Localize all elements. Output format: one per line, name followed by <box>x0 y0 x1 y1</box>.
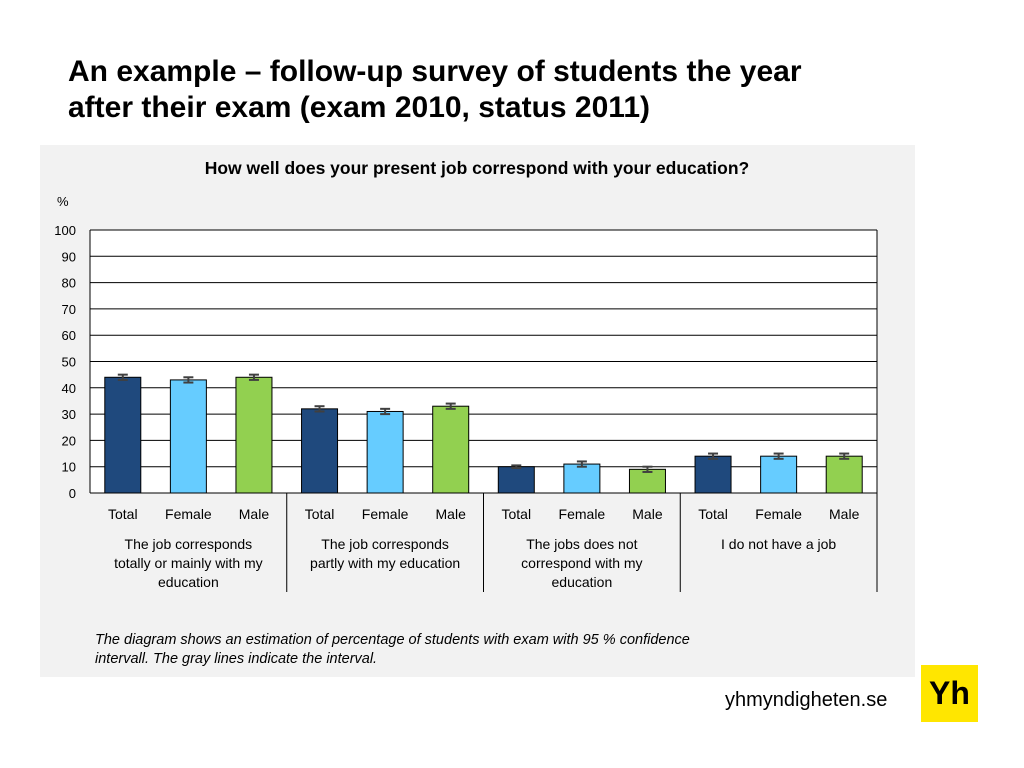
bar <box>432 405 470 494</box>
group-label: partly with my education <box>310 555 460 571</box>
x-tick-label: Female <box>755 506 802 522</box>
bar <box>825 455 863 494</box>
y-tick-label: 80 <box>62 276 76 291</box>
footer-website: yhmyndigheten.se <box>725 689 888 711</box>
x-tick-label: Total <box>502 506 532 522</box>
y-tick-label: 100 <box>54 223 76 238</box>
group-label: totally or mainly with my <box>114 555 263 571</box>
x-tick-label: Total <box>305 506 335 522</box>
y-tick-label: 20 <box>62 433 76 448</box>
slide-title: An example – follow-up survey of student… <box>68 54 968 126</box>
group-label: education <box>158 574 219 590</box>
bar <box>497 466 535 494</box>
group-label: I do not have a job <box>721 536 836 552</box>
chart-note-line-2: intervall. The gray lines indicate the i… <box>95 651 378 667</box>
group-label: The job corresponds <box>321 536 449 552</box>
bar <box>694 455 732 494</box>
x-tick-label: Male <box>632 506 663 522</box>
x-tick-label: Male <box>436 506 467 522</box>
bar <box>235 376 273 494</box>
bar <box>301 408 339 494</box>
y-axis-label: % <box>57 194 69 209</box>
y-tick-label: 90 <box>62 249 76 264</box>
chart-panel: How well does your present job correspon… <box>40 145 915 677</box>
slide-title-line-2: after their exam (exam 2010, status 2011… <box>68 91 650 124</box>
x-tick-label: Total <box>108 506 138 522</box>
chart-note: The diagram shows an estimation of perce… <box>95 631 855 669</box>
x-tick-label: Male <box>239 506 270 522</box>
bar <box>563 463 601 494</box>
y-tick-label: 50 <box>62 355 76 370</box>
x-tick-label: Male <box>829 506 860 522</box>
y-tick-label: 30 <box>62 407 76 422</box>
slide-title-line-1: An example – follow-up survey of student… <box>68 55 802 88</box>
y-tick-label: 0 <box>69 486 76 501</box>
x-tick-label: Female <box>362 506 409 522</box>
group-label: The jobs does not <box>526 536 637 552</box>
y-tick-label: 70 <box>62 302 76 317</box>
chart-note-line-1: The diagram shows an estimation of perce… <box>95 632 690 648</box>
yh-logo: Yh <box>921 665 978 722</box>
bar <box>366 410 404 494</box>
bar-chart: How well does your present job correspon… <box>54 158 878 592</box>
group-label: correspond with my <box>521 555 642 571</box>
group-label: education <box>552 574 613 590</box>
y-tick-label: 40 <box>62 381 76 396</box>
x-tick-label: Female <box>559 506 606 522</box>
bar <box>104 376 142 494</box>
chart-title: How well does your present job correspon… <box>205 158 750 178</box>
bar <box>760 455 798 494</box>
y-tick-label: 10 <box>62 460 76 475</box>
x-tick-label: Female <box>165 506 212 522</box>
y-tick-label: 60 <box>62 328 76 343</box>
bar <box>169 379 207 494</box>
x-tick-label: Total <box>698 506 728 522</box>
group-label: The job corresponds <box>125 536 253 552</box>
